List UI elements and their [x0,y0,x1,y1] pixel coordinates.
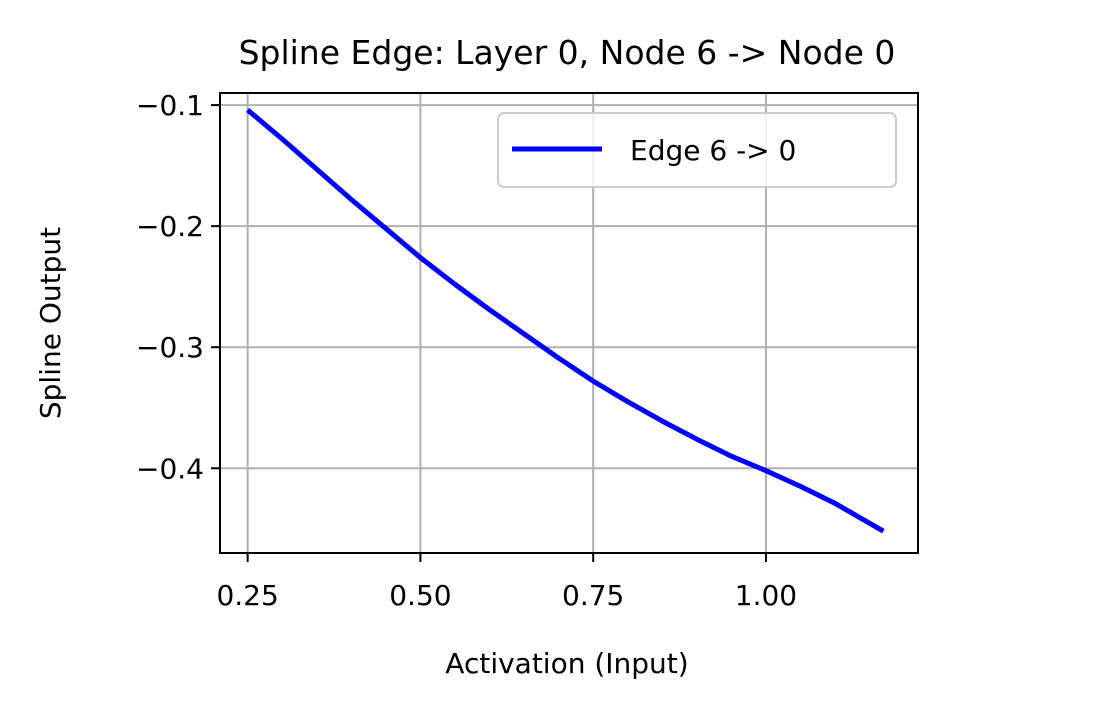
x-tick-label: 1.00 [735,579,797,612]
x-axis-label: Activation (Input) [445,647,688,680]
x-tick-label: 0.25 [216,579,278,612]
y-tick-label: −0.4 [136,452,204,485]
y-tick-label: −0.1 [136,89,204,122]
legend-box [497,112,897,188]
y-axis-label: Spline Output [34,227,67,419]
x-tick-label: 0.75 [562,579,624,612]
y-tick-label: −0.3 [136,331,204,364]
legend-label-edge: Edge 6 -> 0 [630,134,796,167]
axis-ticks: 0.25 0.50 0.75 1.00 −0.1 −0.2 −0.3 −0.4 [136,89,797,612]
y-tick-label: −0.2 [136,210,204,243]
series-line-0 [245,107,885,534]
x-tick-label: 0.50 [389,579,451,612]
axes-frame [219,92,919,554]
legend: Edge 6 -> 0 [497,112,897,188]
plot-area [245,107,885,534]
chart-title: Spline Edge: Layer 0, Node 6 -> Node 0 [239,33,896,72]
